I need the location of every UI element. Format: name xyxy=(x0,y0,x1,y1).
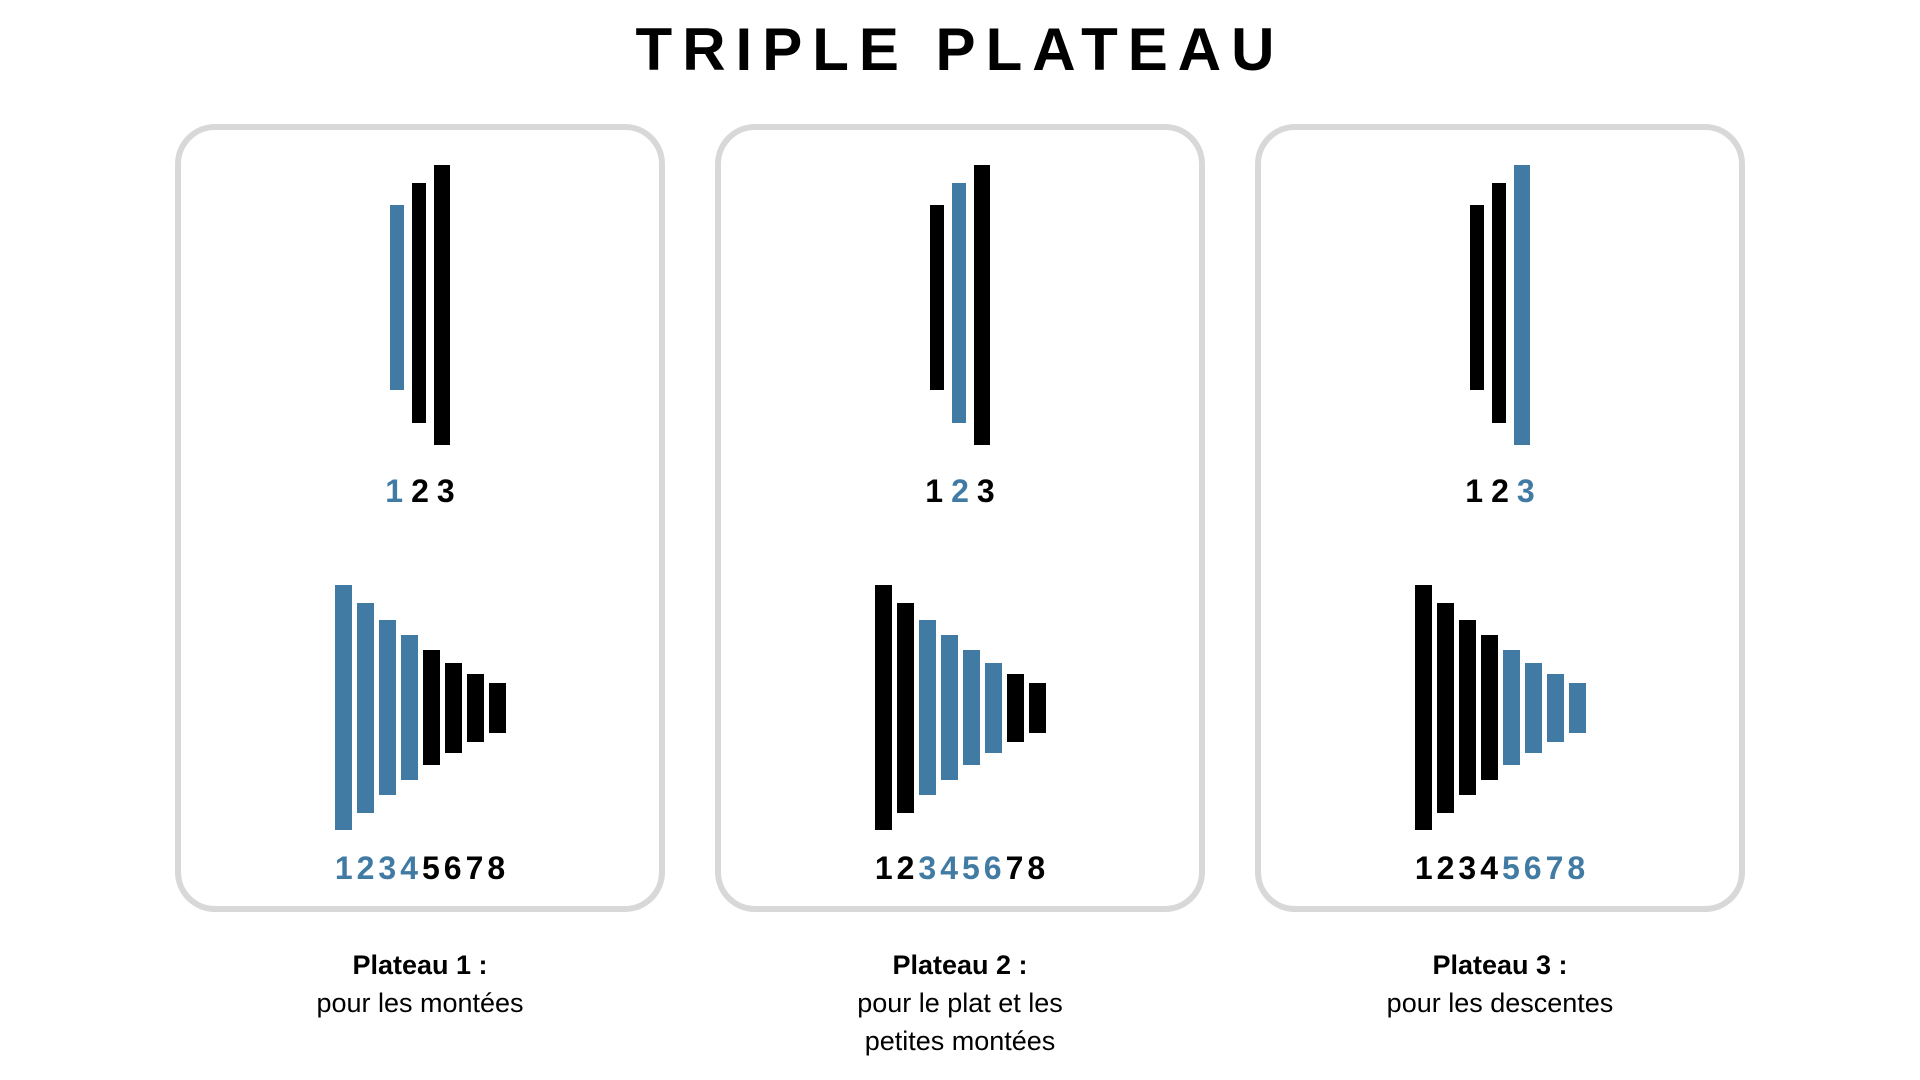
panel-card-1: 12312345678 xyxy=(175,124,665,912)
cassette-bar-5 xyxy=(963,650,980,765)
chainring-label-3: 3 xyxy=(1517,473,1535,510)
panel-wrap-1: 12312345678Plateau 1 :pour les montées xyxy=(175,124,665,1060)
panel-wrap-3: 12312345678Plateau 3 :pour les descentes xyxy=(1255,124,1745,1060)
panels-container: 12312345678Plateau 1 :pour les montées12… xyxy=(0,124,1920,1060)
cassette-bar-5 xyxy=(423,650,440,765)
cassette-label-5: 5 xyxy=(1502,850,1520,887)
caption-title: Plateau 2 : xyxy=(857,947,1063,985)
cassette-bars xyxy=(335,585,506,830)
cassette-bar-1 xyxy=(875,585,892,830)
cassette-label-1: 1 xyxy=(335,850,353,887)
cassette-label-2: 2 xyxy=(357,850,375,887)
cassette-label-3: 3 xyxy=(918,850,936,887)
caption-subtitle: pour les descentes xyxy=(1387,985,1614,1023)
cassette-bar-7 xyxy=(1547,674,1564,742)
cassette-bar-3 xyxy=(1459,620,1476,795)
cassette-bar-2 xyxy=(1437,603,1454,813)
main-title: TRIPLE PLATEAU xyxy=(0,15,1920,84)
panel-wrap-2: 12312345678Plateau 2 :pour le plat et le… xyxy=(715,124,1205,1060)
cassette-bar-5 xyxy=(1503,650,1520,765)
caption-title: Plateau 3 : xyxy=(1387,947,1614,985)
cassette-label-1: 1 xyxy=(1415,850,1433,887)
panel-caption-2: Plateau 2 :pour le plat et lespetites mo… xyxy=(857,947,1063,1060)
caption-title: Plateau 1 : xyxy=(316,947,523,985)
cassette-bar-1 xyxy=(1415,585,1432,830)
panel-card-2: 12312345678 xyxy=(715,124,1205,912)
cassette-bars xyxy=(1415,585,1586,830)
chainring-label-2: 2 xyxy=(411,473,429,510)
cassette-bars xyxy=(875,585,1046,830)
cassette-label-4: 4 xyxy=(400,850,418,887)
cassette-label-8: 8 xyxy=(1567,850,1585,887)
chainring-bar-1 xyxy=(1470,205,1484,390)
chainring-label-2: 2 xyxy=(951,473,969,510)
panel-caption-1: Plateau 1 :pour les montées xyxy=(316,947,523,1023)
cassette-bar-1 xyxy=(335,585,352,830)
chainring-label-3: 3 xyxy=(437,473,455,510)
cassette-bar-8 xyxy=(1029,683,1046,733)
chainring-bar-2 xyxy=(952,183,966,423)
cassette-label-2: 2 xyxy=(897,850,915,887)
cassette-bar-4 xyxy=(1481,635,1498,780)
cassette-label-3: 3 xyxy=(378,850,396,887)
cassette-bar-3 xyxy=(379,620,396,795)
caption-subtitle: petites montées xyxy=(857,1023,1063,1061)
chainring-labels: 123 xyxy=(1465,473,1534,510)
cassette-bar-6 xyxy=(985,663,1002,753)
cassette-label-6: 6 xyxy=(444,850,462,887)
cassette-label-4: 4 xyxy=(1480,850,1498,887)
cassette-label-7: 7 xyxy=(1546,850,1564,887)
cassette-bar-7 xyxy=(1007,674,1024,742)
cassette-label-4: 4 xyxy=(940,850,958,887)
chainring-labels: 123 xyxy=(385,473,454,510)
chainring-bar-1 xyxy=(390,205,404,390)
chainring-labels: 123 xyxy=(925,473,994,510)
panel-card-3: 12312345678 xyxy=(1255,124,1745,912)
chainring-bars xyxy=(390,165,450,445)
chainring-bar-1 xyxy=(930,205,944,390)
cassette-labels: 12345678 xyxy=(335,850,505,887)
chainring-bar-2 xyxy=(412,183,426,423)
panel-caption-3: Plateau 3 :pour les descentes xyxy=(1387,947,1614,1023)
cassette-label-3: 3 xyxy=(1458,850,1476,887)
chainring-label-1: 1 xyxy=(1465,473,1483,510)
chainring-bar-2 xyxy=(1492,183,1506,423)
cassette-bar-6 xyxy=(1525,663,1542,753)
cassette-bar-7 xyxy=(467,674,484,742)
chainring-bar-3 xyxy=(434,165,450,445)
cassette-bar-4 xyxy=(941,635,958,780)
cassette-label-2: 2 xyxy=(1437,850,1455,887)
cassette-bar-4 xyxy=(401,635,418,780)
chainring-bars xyxy=(1470,165,1530,445)
cassette-label-6: 6 xyxy=(984,850,1002,887)
cassette-label-5: 5 xyxy=(422,850,440,887)
caption-subtitle: pour les montées xyxy=(316,985,523,1023)
chainring-bar-3 xyxy=(1514,165,1530,445)
cassette-bar-6 xyxy=(445,663,462,753)
cassette-labels: 12345678 xyxy=(1415,850,1585,887)
cassette-bar-2 xyxy=(897,603,914,813)
cassette-label-8: 8 xyxy=(487,850,505,887)
chainring-label-1: 1 xyxy=(925,473,943,510)
cassette-label-8: 8 xyxy=(1027,850,1045,887)
cassette-bar-3 xyxy=(919,620,936,795)
cassette-bar-8 xyxy=(1569,683,1586,733)
cassette-labels: 12345678 xyxy=(875,850,1045,887)
caption-subtitle: pour le plat et les xyxy=(857,985,1063,1023)
cassette-bar-8 xyxy=(489,683,506,733)
cassette-label-1: 1 xyxy=(875,850,893,887)
chainring-label-3: 3 xyxy=(977,473,995,510)
chainring-bars xyxy=(930,165,990,445)
cassette-bar-2 xyxy=(357,603,374,813)
chainring-bar-3 xyxy=(974,165,990,445)
chainring-label-2: 2 xyxy=(1491,473,1509,510)
cassette-label-7: 7 xyxy=(466,850,484,887)
chainring-label-1: 1 xyxy=(385,473,403,510)
cassette-label-7: 7 xyxy=(1006,850,1024,887)
cassette-label-5: 5 xyxy=(962,850,980,887)
cassette-label-6: 6 xyxy=(1524,850,1542,887)
